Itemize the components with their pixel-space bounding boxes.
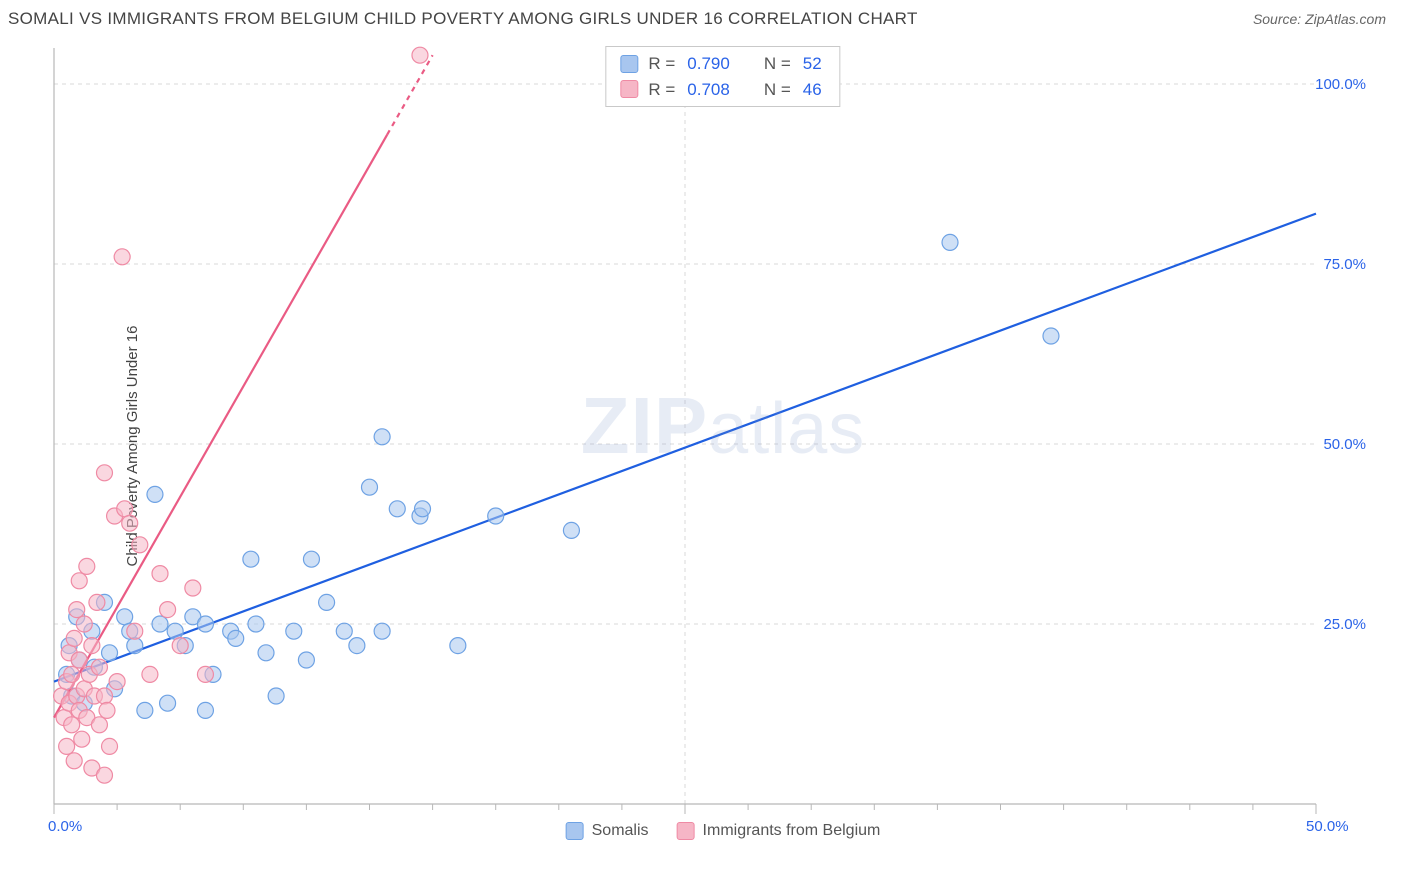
data-point: [303, 551, 319, 567]
y-tick-label: 25.0%: [1323, 616, 1366, 633]
data-point: [147, 486, 163, 502]
data-point: [74, 731, 90, 747]
y-tick-label: 100.0%: [1315, 76, 1366, 93]
data-point: [102, 645, 118, 661]
data-point: [91, 659, 107, 675]
data-point: [109, 674, 125, 690]
chart-area: 25.0%50.0%75.0%100.0% ZIPatlas R =0.790N…: [50, 44, 1396, 840]
legend-item: Somalis: [566, 822, 649, 840]
r-label: R =: [648, 51, 675, 77]
n-label: N =: [764, 77, 791, 103]
data-point: [122, 515, 138, 531]
data-point: [69, 602, 85, 618]
legend-swatch: [620, 80, 638, 98]
legend-label: Immigrants from Belgium: [703, 822, 881, 840]
data-point: [142, 666, 158, 682]
data-point: [374, 429, 390, 445]
data-point: [96, 465, 112, 481]
data-point: [415, 501, 431, 517]
stats-row: R = 0.790 N = 52: [620, 51, 825, 77]
data-point: [91, 717, 107, 733]
r-label: R =: [648, 77, 675, 103]
data-point: [66, 753, 82, 769]
data-point: [152, 616, 168, 632]
legend-item: Immigrants from Belgium: [677, 822, 881, 840]
data-point: [152, 566, 168, 582]
data-point: [389, 501, 405, 517]
data-point: [59, 738, 75, 754]
data-point: [137, 702, 153, 718]
data-point: [286, 623, 302, 639]
data-point: [197, 666, 213, 682]
data-point: [96, 688, 112, 704]
data-point: [160, 602, 176, 618]
data-point: [76, 616, 92, 632]
data-point: [942, 234, 958, 250]
data-point: [298, 652, 314, 668]
y-tick-label: 75.0%: [1323, 256, 1366, 273]
data-point: [1043, 328, 1059, 344]
r-value: 0.708: [687, 77, 730, 103]
data-point: [99, 702, 115, 718]
n-value: 52: [803, 51, 822, 77]
data-point: [374, 623, 390, 639]
legend-swatch: [620, 55, 638, 73]
data-point: [160, 695, 176, 711]
data-point: [248, 616, 264, 632]
legend-label: Somalis: [592, 822, 649, 840]
stats-row: R = 0.708 N = 46: [620, 77, 825, 103]
data-point: [71, 652, 87, 668]
data-point: [450, 638, 466, 654]
data-point: [488, 508, 504, 524]
data-point: [89, 594, 105, 610]
data-point: [228, 630, 244, 646]
data-point: [114, 249, 130, 265]
data-point: [185, 580, 201, 596]
data-point: [563, 522, 579, 538]
data-point: [258, 645, 274, 661]
bottom-legend: Somalis Immigrants from Belgium: [566, 822, 881, 840]
data-point: [132, 537, 148, 553]
data-point: [243, 551, 259, 567]
x-axis-min-label: 0.0%: [48, 818, 82, 835]
y-tick-label: 50.0%: [1323, 436, 1366, 453]
chart-title: SOMALI VS IMMIGRANTS FROM BELGIUM CHILD …: [8, 9, 918, 29]
data-point: [197, 616, 213, 632]
n-value: 46: [803, 77, 822, 103]
data-point: [64, 666, 80, 682]
legend-swatch: [566, 822, 584, 840]
data-point: [319, 594, 335, 610]
data-point: [127, 638, 143, 654]
n-label: N =: [764, 51, 791, 77]
data-point: [117, 501, 133, 517]
r-value: 0.790: [687, 51, 730, 77]
source-label: Source: ZipAtlas.com: [1253, 11, 1386, 27]
data-point: [172, 638, 188, 654]
data-point: [362, 479, 378, 495]
trend-line-dashed: [387, 55, 432, 134]
data-point: [102, 738, 118, 754]
data-point: [64, 717, 80, 733]
chart-header: SOMALI VS IMMIGRANTS FROM BELGIUM CHILD …: [0, 0, 1406, 38]
data-point: [197, 702, 213, 718]
data-point: [84, 638, 100, 654]
data-point: [268, 688, 284, 704]
data-point: [349, 638, 365, 654]
data-point: [412, 47, 428, 63]
data-point: [167, 623, 183, 639]
scatter-plot: 25.0% 50.0% 75.0% 100.0%: [50, 44, 1396, 840]
stats-box: R = 0.790 N = 52 R = 0.708 N = 46: [605, 46, 840, 107]
data-point: [117, 609, 133, 625]
data-point: [96, 767, 112, 783]
x-axis-max-label: 50.0%: [1306, 818, 1349, 835]
data-point: [79, 558, 95, 574]
data-point: [71, 573, 87, 589]
legend-swatch: [677, 822, 695, 840]
data-point: [336, 623, 352, 639]
data-point: [127, 623, 143, 639]
data-point: [66, 630, 82, 646]
